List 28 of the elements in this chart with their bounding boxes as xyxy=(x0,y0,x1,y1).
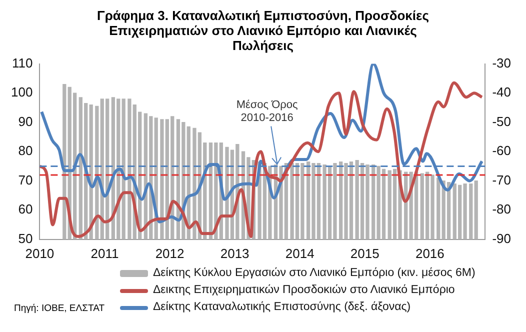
x-tick-label: 2012 xyxy=(155,246,184,261)
y2-tick-label: -60 xyxy=(492,143,512,158)
y-tick-label: 90 xyxy=(18,114,33,129)
x-tick-label: 2016 xyxy=(415,246,444,261)
line-series xyxy=(40,81,484,238)
x-tick-label: 2013 xyxy=(220,246,250,261)
y2-tick-label: -50 xyxy=(492,114,512,129)
annotation: Μέσος Όρος 2010-2016 xyxy=(236,99,298,124)
x-tick-label: 2014 xyxy=(285,246,314,261)
y-tick-label: 80 xyxy=(18,143,33,158)
legend-label: Δείκτης Καταναλωτικής Επιστοσύνης (δεξ. άξονας) xyxy=(153,300,411,315)
legend-label: Δεικτης Επιχειρηματικών Προσδοκιών στο Λιανικό Εμπόριο xyxy=(153,283,455,298)
chart-title: Γράφημα 3. Καταναλωτική Εμπιστοσύνη, Προσδοκίες Επιχειρηματιών στο Λιανικό Εμπόριο και Λιανικές Πωλήσεις xyxy=(96,8,430,53)
y2-tick-label: -80 xyxy=(492,202,512,217)
y-tick-label: 60 xyxy=(18,202,33,217)
y-tick-label: 100 xyxy=(10,84,33,100)
x-tick-label: 2015 xyxy=(350,246,380,261)
x-tick-label: 2010 xyxy=(25,246,54,261)
legend-label: Δείκτης Κύκλου Εργασιών στο Λιανικό Εμπόριο (κιν. μέσος 6Μ) xyxy=(153,266,476,281)
y2-tick-label: -30 xyxy=(492,55,512,70)
y2-tick-label: -70 xyxy=(492,172,512,188)
y2-tick-label: -90 xyxy=(492,230,512,246)
y-tick-label: 110 xyxy=(12,55,33,70)
y-tick-label: 70 xyxy=(18,172,33,188)
x-tick-label: 2011 xyxy=(90,246,119,261)
y-tick-label: 50 xyxy=(18,230,33,246)
y2-tick-label: -40 xyxy=(492,84,512,100)
text: Πηγή: ΙΟΒΕ, ΕΛΣΤΑΤ xyxy=(14,303,105,314)
